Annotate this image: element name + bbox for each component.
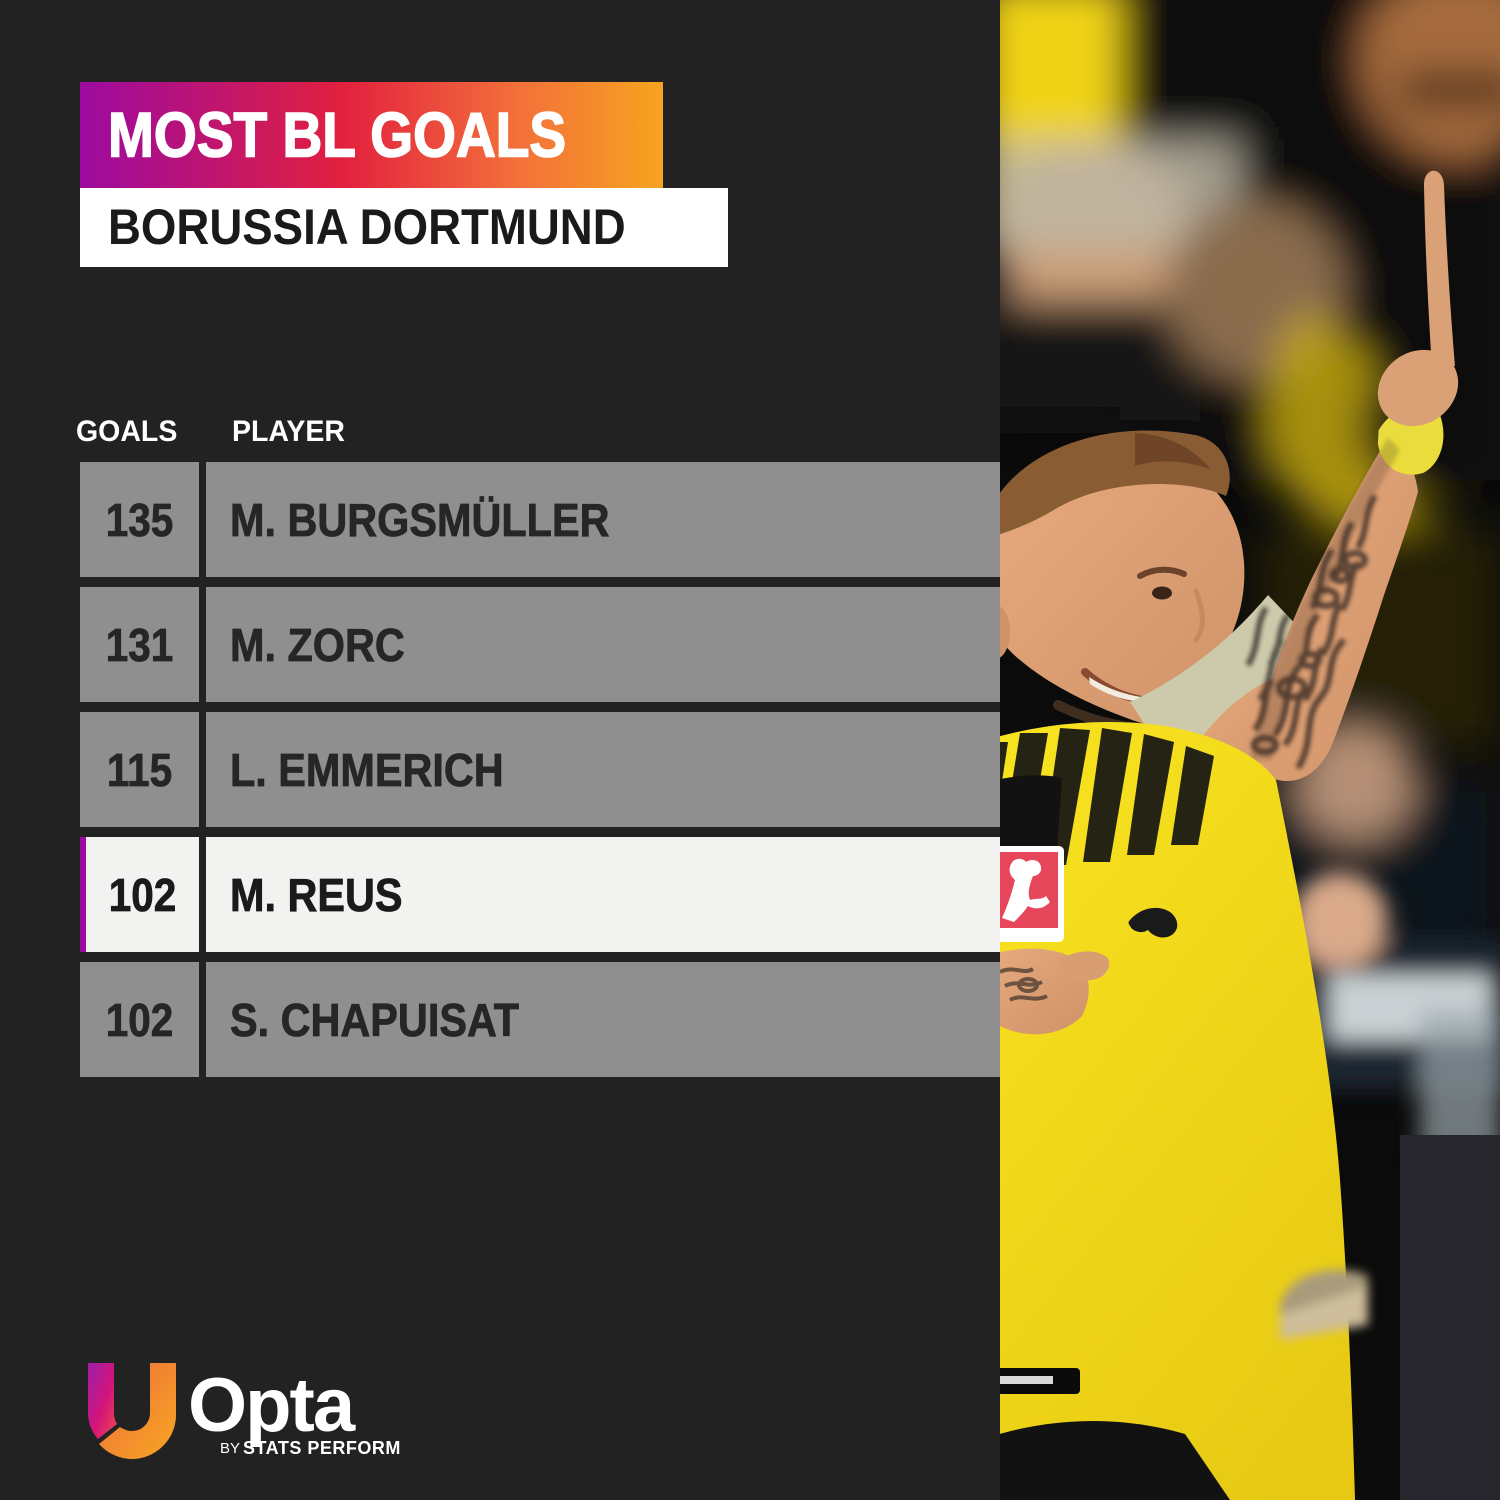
svg-text:Opta: Opta <box>188 1363 356 1448</box>
svg-text:BY: BY <box>220 1440 240 1457</box>
svg-text:STATS PERFORM: STATS PERFORM <box>243 1438 401 1458</box>
